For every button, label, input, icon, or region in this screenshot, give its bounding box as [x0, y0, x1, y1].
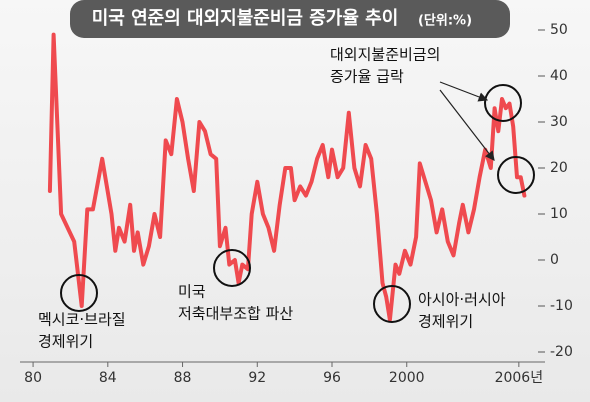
- data-line: [47, 32, 527, 322]
- circle: [213, 249, 251, 287]
- y-tick-label: 40: [550, 68, 568, 84]
- annotation: 멕시코·브라질: [38, 311, 126, 329]
- annotation: 경제위기: [418, 313, 473, 331]
- x-tick-label: 84: [99, 370, 117, 386]
- x-tick-label: 88: [174, 370, 192, 386]
- x-tick-label: 2006년: [495, 370, 544, 386]
- title-box: [70, 0, 510, 38]
- circle: [484, 84, 522, 122]
- arrows: [439, 81, 495, 161]
- y-tick-label: 50: [550, 22, 568, 38]
- circle: [497, 156, 535, 194]
- x-tick-label: 2000: [389, 370, 425, 386]
- x-tick-label: 96: [323, 370, 341, 386]
- y-tick-label: -10: [550, 298, 573, 314]
- annotation: 대외지불준비금의: [330, 46, 440, 64]
- y-tick-label: 30: [550, 114, 568, 130]
- chart-title: 미국 연준의 대외지불준비금 증가율 추이: [92, 8, 399, 29]
- annotation: 저축대부조합 파산: [178, 305, 293, 323]
- x-tick-label: 80: [24, 370, 42, 386]
- annotation: 아시아·러시아: [418, 291, 506, 309]
- arrow: [439, 81, 489, 102]
- arrow: [439, 89, 495, 161]
- annotation: 증가율 급락: [330, 68, 404, 86]
- circle: [373, 285, 411, 323]
- chart-subtitle: (단위:%): [418, 13, 472, 29]
- y-tick-label: -20: [550, 344, 573, 360]
- highlight-circles: [60, 84, 535, 323]
- annotation: 경제위기: [38, 333, 93, 351]
- x-tick-label: 92: [248, 370, 266, 386]
- y-tick-label: 10: [550, 206, 568, 222]
- circle: [60, 274, 98, 312]
- y-tick-label: 20: [550, 160, 568, 176]
- y-tick-label: 0: [550, 252, 559, 268]
- annotation: 미국: [178, 283, 206, 301]
